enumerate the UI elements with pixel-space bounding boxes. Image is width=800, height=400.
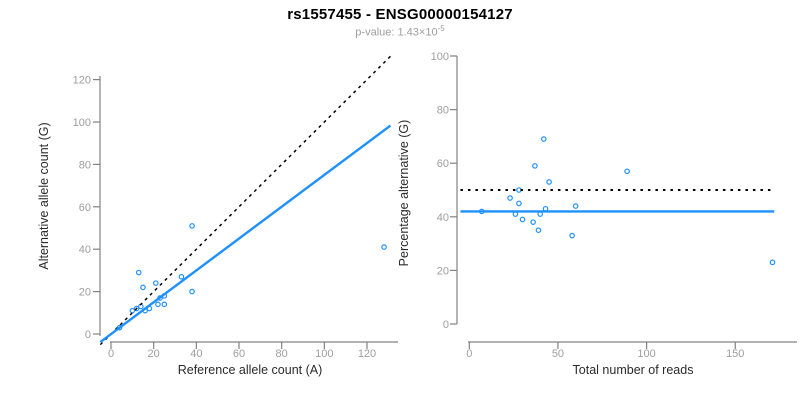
tick-labels: 0 50 100 150 0 20 40 60 80 100 — [431, 51, 745, 360]
x-axis-title: Reference allele count (A) — [178, 363, 323, 377]
data-point — [189, 288, 195, 295]
y-tick-label: 0 — [85, 329, 91, 341]
figure-title: rs1557455 - ENSG00000154127 — [287, 6, 513, 23]
data-point — [530, 219, 536, 225]
y-tick-label: 120 — [73, 75, 91, 87]
y-axis-title: Alternative allele count (G) — [37, 122, 51, 269]
data-point — [535, 227, 542, 234]
allele-count-scatter: 0 20 40 60 80 100 120 0 20 40 60 80 100 120 Reference … — [37, 55, 398, 377]
data-point — [546, 179, 552, 185]
y-tick-label: 60 — [79, 202, 91, 214]
data-point — [155, 301, 161, 308]
pvalue-text: p-value: 1.43×10 — [355, 26, 438, 39]
y-tick-label: 80 — [437, 105, 449, 117]
data-point — [189, 223, 195, 229]
data-point — [516, 200, 522, 207]
y-tick-label: 20 — [437, 265, 449, 277]
x-tick-label: 20 — [148, 348, 160, 360]
data-points — [116, 223, 387, 331]
data-point — [569, 232, 575, 239]
figure-subtitle: p-value: 1.43×10-5 — [0, 24, 800, 39]
data-point — [507, 195, 513, 201]
y-tick-label: 40 — [437, 212, 449, 224]
data-point — [381, 244, 387, 250]
tick-labels: 0 20 40 60 80 100 120 0 20 40 60 80 100 120 — [73, 75, 377, 360]
regression-line — [99, 124, 392, 344]
y-tick-label: 100 — [73, 117, 91, 129]
y-tick-label: 60 — [437, 158, 449, 170]
y-tick-label: 80 — [79, 159, 91, 171]
data-point — [178, 273, 185, 280]
y-tick-label: 0 — [443, 319, 449, 331]
x-tick-label: 50 — [552, 348, 564, 360]
data-point — [572, 203, 579, 209]
data-point — [519, 216, 526, 223]
x-tick-label: 100 — [637, 348, 655, 360]
data-point — [624, 168, 630, 175]
x-tick-label: 0 — [108, 348, 114, 360]
y-axis-title: Percentage alternative (G) — [397, 120, 411, 267]
data-point — [140, 284, 146, 291]
y-tick-label: 100 — [431, 51, 449, 63]
identity-line — [99, 55, 391, 346]
data-point — [135, 269, 142, 276]
data-point — [133, 305, 140, 312]
x-tick-label: 150 — [726, 348, 744, 360]
pvalue-exponent: -5 — [437, 24, 445, 33]
data-point — [540, 136, 547, 142]
data-points — [478, 136, 776, 266]
data-point — [116, 324, 123, 331]
x-tick-label: 80 — [276, 348, 288, 360]
data-point — [532, 163, 538, 169]
y-tick-label: 40 — [79, 244, 91, 256]
y-tick-label: 20 — [79, 287, 91, 299]
x-tick-label: 100 — [315, 348, 333, 360]
data-point — [152, 280, 159, 286]
axes — [450, 55, 797, 349]
data-point — [129, 307, 136, 314]
percentage-reads-scatter: 0 50 100 150 0 20 40 60 80 100 Total number of rea… — [397, 51, 797, 377]
x-axis-title: Total number of reads — [573, 363, 694, 377]
axes — [93, 76, 398, 349]
x-tick-label: 40 — [190, 348, 202, 360]
data-point — [161, 301, 168, 308]
data-point — [769, 259, 776, 266]
x-tick-label: 120 — [358, 348, 376, 360]
x-tick-label: 60 — [233, 348, 245, 360]
x-tick-label: 0 — [466, 348, 472, 360]
